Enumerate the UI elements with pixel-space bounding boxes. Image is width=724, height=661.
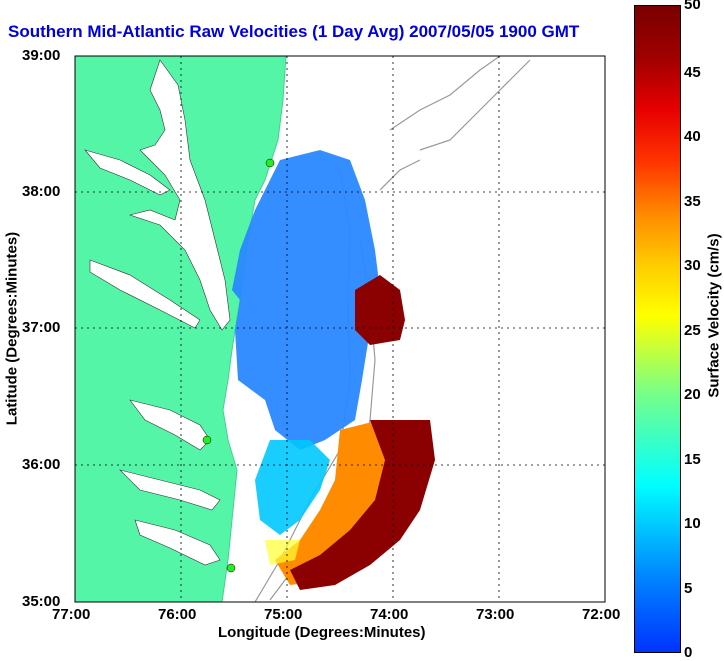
y-tick: 35:00: [22, 593, 61, 610]
colorbar-tick: 10: [684, 515, 701, 532]
colorbar-tick: 35: [684, 193, 701, 210]
y-tick: 39:00: [22, 47, 61, 64]
colorbar-tick: 30: [684, 257, 701, 274]
colorbar-tick: 40: [684, 128, 701, 145]
x-tick: 76:00: [158, 606, 197, 623]
map-title: Southern Mid-Atlantic Raw Velocities (1 …: [8, 22, 580, 41]
chesapeake-bay: [128, 59, 231, 331]
colorbar-label: Surface Velocity (cm/s): [705, 233, 723, 398]
plot-frame: [74, 55, 606, 603]
colorbar-tick: 50: [684, 0, 701, 13]
x-tick: 77:00: [52, 606, 91, 623]
x-tick: 73:00: [476, 606, 515, 623]
y-tick: 36:00: [22, 456, 61, 473]
colorbar-tick: 25: [684, 322, 701, 339]
velocity-field-fast: [355, 275, 405, 345]
x-tick: 74:00: [370, 606, 409, 623]
x-tick: 72:00: [582, 606, 621, 623]
colorbar-tick: 45: [684, 64, 701, 81]
colorbar: [634, 5, 681, 653]
velocity-field-slow: [232, 150, 380, 450]
x-tick: 75:00: [264, 606, 303, 623]
x-axis-label: Longitude (Degrees:Minutes): [218, 624, 426, 641]
colorbar-tick: 15: [684, 451, 701, 468]
y-tick: 38:00: [22, 183, 61, 200]
colorbar-tick: 0: [684, 644, 693, 661]
station-marker: [265, 158, 275, 168]
colorbar-tick: 20: [684, 386, 701, 403]
colorbar-tick: 5: [684, 580, 693, 597]
y-tick: 37:00: [22, 319, 61, 336]
y-axis-label: Latitude (Degrees:Minutes): [3, 231, 21, 426]
